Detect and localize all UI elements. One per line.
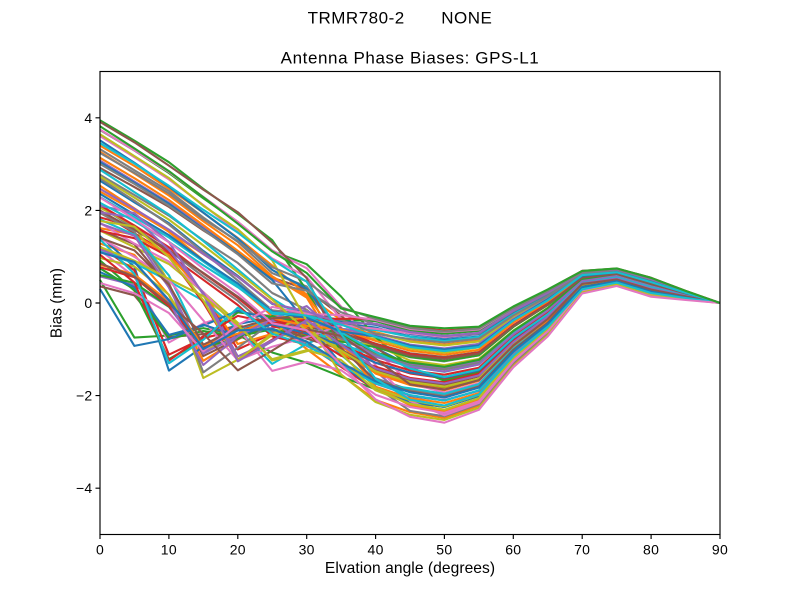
svg-text:90: 90	[712, 542, 728, 558]
svg-text:30: 30	[299, 542, 315, 558]
svg-text:10: 10	[161, 542, 177, 558]
svg-text:−2: −2	[76, 388, 93, 404]
svg-text:0: 0	[84, 295, 92, 311]
svg-text:−4: −4	[76, 480, 93, 496]
svg-text:4: 4	[84, 110, 92, 126]
svg-text:Bias (mm): Bias (mm)	[48, 268, 65, 338]
svg-text:20: 20	[230, 542, 246, 558]
svg-text:Elvation angle (degrees): Elvation angle (degrees)	[325, 560, 495, 577]
svg-text:80: 80	[643, 542, 659, 558]
svg-text:50: 50	[436, 542, 452, 558]
svg-text:Antenna Phase Biases: GPS-L1: Antenna Phase Biases: GPS-L1	[281, 49, 540, 68]
svg-text:2: 2	[84, 202, 92, 218]
svg-text:0: 0	[96, 542, 104, 558]
svg-text:40: 40	[368, 542, 384, 558]
svg-text:70: 70	[574, 542, 590, 558]
svg-text:TRMR780-2 NONE: TRMR780-2 NONE	[308, 9, 493, 28]
svg-text:60: 60	[505, 542, 521, 558]
